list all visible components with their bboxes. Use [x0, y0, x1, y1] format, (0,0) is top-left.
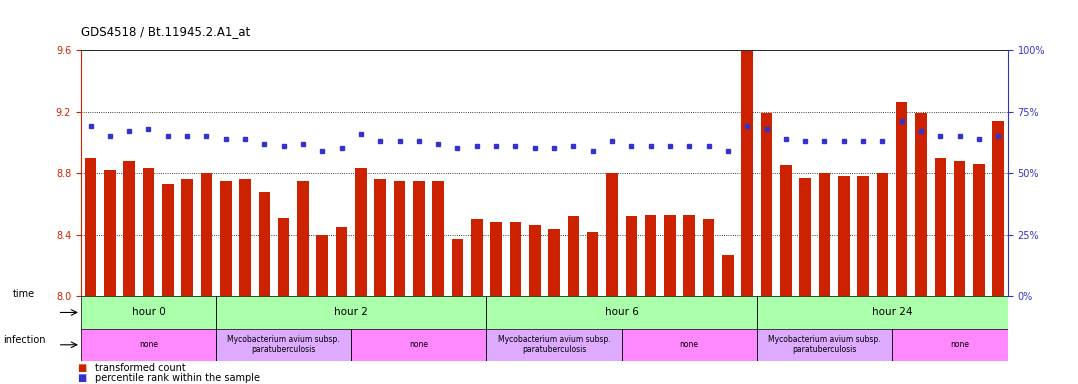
Bar: [529, 225, 540, 296]
Bar: [703, 219, 715, 296]
Bar: [625, 216, 637, 296]
Bar: [757, 296, 1027, 329]
Bar: [142, 169, 154, 296]
Text: infection: infection: [3, 335, 45, 345]
Bar: [220, 181, 232, 296]
Bar: [413, 181, 425, 296]
Text: none: none: [680, 340, 699, 349]
Bar: [761, 113, 772, 296]
Bar: [993, 121, 1004, 296]
Bar: [935, 158, 946, 296]
Bar: [201, 173, 212, 296]
Bar: [645, 215, 657, 296]
Bar: [622, 329, 757, 361]
Text: hour 0: hour 0: [132, 308, 165, 318]
Bar: [452, 239, 464, 296]
Bar: [432, 181, 444, 296]
Bar: [317, 235, 328, 296]
Bar: [586, 232, 598, 296]
Bar: [486, 296, 757, 329]
Bar: [838, 176, 849, 296]
Bar: [567, 216, 579, 296]
Bar: [216, 329, 351, 361]
Bar: [742, 51, 754, 296]
Bar: [954, 161, 966, 296]
Bar: [123, 161, 135, 296]
Text: none: none: [139, 340, 158, 349]
Bar: [355, 169, 367, 296]
Bar: [857, 176, 869, 296]
Bar: [216, 296, 486, 329]
Bar: [298, 181, 308, 296]
Bar: [683, 215, 695, 296]
Bar: [351, 329, 486, 361]
Text: transformed count: transformed count: [95, 363, 185, 373]
Bar: [162, 184, 174, 296]
Bar: [278, 218, 289, 296]
Text: GDS4518 / Bt.11945.2.A1_at: GDS4518 / Bt.11945.2.A1_at: [81, 25, 250, 38]
Bar: [259, 192, 271, 296]
Bar: [606, 173, 618, 296]
Bar: [81, 296, 216, 329]
Text: ■: ■: [78, 363, 87, 373]
Bar: [336, 227, 347, 296]
Text: Mycobacterium avium subsp.
paratuberculosis: Mycobacterium avium subsp. paratuberculo…: [227, 335, 340, 354]
Bar: [973, 164, 985, 296]
Text: Mycobacterium avium subsp.
paratuberculosis: Mycobacterium avium subsp. paratuberculo…: [498, 335, 610, 354]
Bar: [800, 178, 811, 296]
Bar: [85, 158, 96, 296]
Bar: [780, 166, 791, 296]
Text: ■: ■: [78, 373, 87, 383]
Text: hour 6: hour 6: [605, 308, 638, 318]
Bar: [393, 181, 405, 296]
Bar: [896, 102, 908, 296]
Bar: [103, 170, 115, 296]
Bar: [490, 222, 502, 296]
Bar: [549, 228, 559, 296]
Bar: [757, 329, 892, 361]
Bar: [374, 179, 386, 296]
Bar: [915, 113, 927, 296]
Bar: [664, 215, 676, 296]
Bar: [239, 179, 251, 296]
Text: hour 24: hour 24: [872, 308, 912, 318]
Text: Mycobacterium avium subsp.
paratuberculosis: Mycobacterium avium subsp. paratuberculo…: [769, 335, 881, 354]
Bar: [893, 329, 1027, 361]
Text: time: time: [13, 289, 36, 299]
Bar: [818, 173, 830, 296]
Bar: [876, 173, 888, 296]
Bar: [510, 222, 522, 296]
Text: none: none: [410, 340, 428, 349]
Text: none: none: [950, 340, 969, 349]
Bar: [81, 329, 216, 361]
Bar: [471, 219, 483, 296]
Text: hour 2: hour 2: [334, 308, 369, 318]
Bar: [181, 179, 193, 296]
Text: percentile rank within the sample: percentile rank within the sample: [95, 373, 260, 383]
Bar: [486, 329, 622, 361]
Bar: [722, 255, 734, 296]
